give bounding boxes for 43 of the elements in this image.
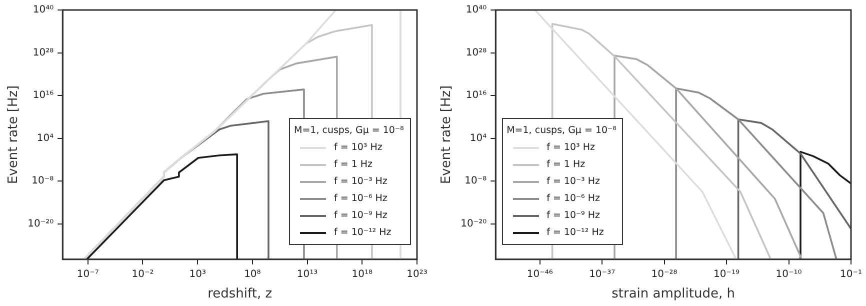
- x-tick-label: 10⁻¹⁹: [714, 268, 740, 280]
- x-tick-label: 10⁻¹⁰: [776, 268, 802, 280]
- legend-label: f = 10⁻⁹ Hz: [334, 209, 388, 224]
- y-tick-label: 10¹⁶: [32, 90, 54, 102]
- legend-label: f = 10⁻⁹ Hz: [546, 209, 600, 224]
- legend-label: f = 10⁻³ Hz: [546, 175, 600, 190]
- x-tick-label: 10¹⁸: [352, 268, 373, 280]
- legend-label: f = 10⁻⁶ Hz: [334, 192, 388, 206]
- x-axis-title: strain amplitude, h: [612, 286, 735, 302]
- legend-label: f = 1 Hz: [546, 158, 586, 172]
- legend-title: M=1, cusps, Gμ = 10⁻⁸: [506, 124, 616, 138]
- x-tick-label: 10⁻⁴⁶: [526, 268, 553, 280]
- y-tick-label: 10⁴⁰: [466, 4, 487, 16]
- y-tick-label: 10⁻²⁰: [460, 218, 487, 230]
- y-tick-label: 10⁻⁸: [464, 176, 487, 187]
- x-tick-label: 10⁻²: [132, 268, 154, 280]
- y-tick-label: 10⁴: [36, 132, 54, 144]
- y-tick-label: 10⁴⁰: [32, 4, 54, 16]
- x-axis-title: redshift, z: [208, 286, 272, 302]
- legend-label: f = 10³ Hz: [546, 141, 595, 156]
- legend-label: f = 1 Hz: [334, 158, 373, 172]
- y-tick-label: 10⁻⁸: [32, 176, 54, 187]
- y-axis-title: Event rate [Hz]: [6, 85, 22, 184]
- y-tick-label: 10²⁸: [466, 47, 487, 58]
- y-axis-title: Event rate [Hz]: [439, 85, 454, 184]
- y-tick-label: 10⁴: [470, 132, 487, 144]
- x-tick-label: 10⁻²⁸: [651, 268, 678, 280]
- legend-label: f = 10⁻¹² Hz: [334, 226, 392, 240]
- legend-label: f = 10⁻³ Hz: [334, 175, 388, 190]
- x-tick-label: 10¹³: [296, 268, 318, 280]
- y-tick-label: 10¹⁶: [466, 90, 487, 102]
- x-tick-label: 10⁻³⁷: [589, 268, 616, 280]
- x-tick-label: 10⁸: [244, 268, 261, 280]
- x-tick-label: 10³: [189, 268, 206, 280]
- x-tick-label: 10⁻⁷: [76, 268, 99, 280]
- legend-label: f = 10³ Hz: [334, 141, 382, 156]
- legend-label: f = 10⁻¹² Hz: [546, 226, 604, 240]
- y-tick-label: 10²⁸: [32, 47, 54, 58]
- legend-label: f = 10⁻⁶ Hz: [546, 192, 600, 206]
- x-tick-label: 10²³: [406, 268, 428, 280]
- x-tick-label: 10⁻¹: [840, 268, 862, 280]
- y-tick-label: 10⁻²⁰: [28, 218, 54, 230]
- legend-title: M=1, cusps, Gμ = 10⁻⁸: [294, 124, 404, 138]
